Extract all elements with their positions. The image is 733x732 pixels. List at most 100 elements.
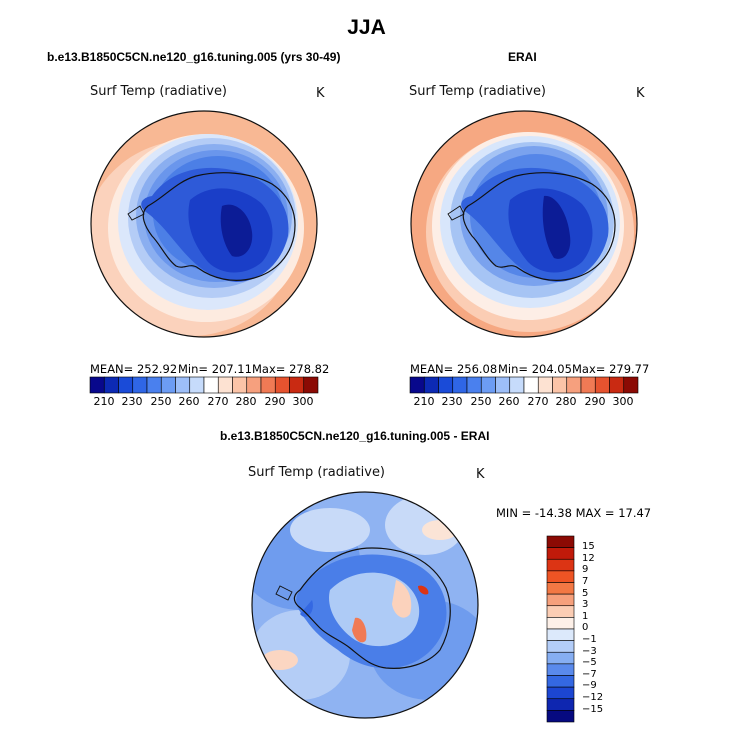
- panel-2-max: Max= 279.77: [572, 362, 650, 376]
- colorbar-swatch: [537, 376, 553, 394]
- diff-colorbar-label: −7: [582, 669, 597, 680]
- colorbar-1-label: 290: [264, 395, 286, 408]
- panel-1-colorbar: [89, 376, 319, 394]
- colorbar-2-label: 280: [555, 395, 577, 408]
- colorbar-swatch: [132, 376, 148, 394]
- colorbar-swatch: [260, 376, 276, 394]
- panel-1-max: Max= 278.82: [252, 362, 330, 376]
- diff-panel-stats: MIN = -14.38 MAX = 17.47: [496, 506, 652, 520]
- colorbar-swatch: [203, 376, 219, 394]
- colorbar-1-label: 280: [235, 395, 257, 408]
- colorbar-swatch: [623, 376, 639, 394]
- colorbar-swatch: [423, 376, 439, 394]
- panel-2-colorbar: [409, 376, 639, 394]
- panel-1-mean: MEAN= 252.92: [90, 362, 178, 376]
- diff-colorbar-label: −3: [582, 646, 597, 657]
- diff-colorbar-label: −1: [582, 634, 597, 645]
- diff-colorbar-label: 1: [582, 611, 589, 622]
- colorbar-swatch: [438, 376, 454, 394]
- diff-colorbar-swatch: [546, 698, 575, 711]
- colorbar-2-label: 260: [498, 395, 520, 408]
- colorbar-swatch: [103, 376, 119, 394]
- panel-2-variable-label: Surf Temp (radiative): [409, 84, 547, 99]
- colorbar-swatch: [552, 376, 568, 394]
- colorbar-swatch: [160, 376, 176, 394]
- colorbar-swatch: [189, 376, 205, 394]
- diff-colorbar-swatch: [546, 651, 575, 665]
- colorbar-swatch: [452, 376, 468, 394]
- diff-colorbar-label: −12: [582, 692, 604, 703]
- colorbar-1-label: 230: [121, 395, 143, 408]
- colorbar-swatch: [232, 376, 248, 394]
- colorbar-1-label: 250: [150, 395, 172, 408]
- colorbar-swatch: [303, 376, 319, 394]
- diff-colorbar-swatch: [546, 686, 575, 700]
- colorbar-swatch: [89, 376, 105, 394]
- diff-colorbar-swatch: [546, 675, 575, 688]
- diff-colorbar-labels: 15 12 9 7 5 3 1 0 −1 −3 −5 −7 −9 −12 −15: [582, 536, 622, 722]
- panel-2-colorbar-swatches: [409, 376, 639, 394]
- colorbar-swatch: [289, 376, 305, 394]
- diff-colorbar-swatch: [546, 605, 575, 618]
- colorbar-2-label: 270: [527, 395, 549, 408]
- diff-colorbar-label: 15: [582, 541, 595, 552]
- panel-2-title: ERAI: [508, 50, 537, 64]
- diff-panel-title: b.e13.B1850C5CN.ne120_g16.tuning.005 - E…: [220, 429, 490, 443]
- colorbar-swatch: [509, 376, 525, 394]
- figure-title: JJA: [347, 16, 386, 39]
- colorbar-2-label: 300: [612, 395, 634, 408]
- diff-colorbar: [546, 535, 575, 723]
- colorbar-swatch: [580, 376, 596, 394]
- panel-1-variable-label: Surf Temp (radiative): [90, 84, 228, 99]
- colorbar-swatch: [175, 376, 191, 394]
- colorbar-swatch: [566, 376, 582, 394]
- panel-1-colorbar-swatches: [89, 376, 319, 394]
- diff-colorbar-swatch: [546, 617, 575, 630]
- colorbar-2-label: 210: [413, 395, 435, 408]
- panel-1-units-label: K: [316, 86, 325, 101]
- colorbar-swatch: [146, 376, 162, 394]
- diff-colorbar-swatch: [546, 640, 575, 653]
- diff-colorbar-label: −9: [582, 680, 597, 691]
- diff-colorbar-label: 7: [582, 576, 589, 587]
- diff-colorbar-swatches: [546, 535, 575, 723]
- colorbar-2-label: 250: [470, 395, 492, 408]
- diff-colorbar-swatch: [546, 582, 575, 595]
- diff-colorbar-swatch: [546, 558, 575, 572]
- diff-colorbar-swatch: [546, 593, 575, 607]
- panel-2-min: Min= 204.05: [498, 362, 572, 376]
- colorbar-swatch: [480, 376, 496, 394]
- diff-colorbar-label: 5: [582, 588, 589, 599]
- colorbar-swatch: [274, 376, 290, 394]
- panel-1-colorbar-labels: 210 230 250 260 270 280 290 300: [90, 395, 318, 409]
- colorbar-swatch: [409, 376, 425, 394]
- colorbar-1-label: 270: [207, 395, 229, 408]
- diff-colorbar-label: 9: [582, 564, 589, 575]
- diff-colorbar-label: 3: [582, 599, 589, 610]
- colorbar-swatch: [495, 376, 511, 394]
- colorbar-swatch: [523, 376, 539, 394]
- diff-colorbar-label: 12: [582, 553, 595, 564]
- colorbar-1-label: 260: [178, 395, 200, 408]
- diff-colorbar-swatch: [546, 663, 575, 676]
- panel-2-colorbar-labels: 210 230 250 260 270 280 290 300: [410, 395, 638, 409]
- colorbar-1-label: 210: [93, 395, 115, 408]
- colorbar-swatch: [594, 376, 610, 394]
- colorbar-swatch: [246, 376, 262, 394]
- colorbar-swatch: [609, 376, 625, 394]
- panel-1-min: Min= 207.11: [178, 362, 252, 376]
- diff-colorbar-swatch: [546, 570, 575, 583]
- panel-2-units-label: K: [636, 86, 645, 101]
- diff-colorbar-swatch: [546, 628, 575, 641]
- diff-colorbar-swatch: [546, 535, 575, 548]
- diff-colorbar-label: −15: [582, 704, 604, 715]
- diff-panel-variable-label: Surf Temp (radiative): [248, 465, 386, 480]
- diff-colorbar-label: −5: [582, 657, 597, 668]
- colorbar-swatch: [118, 376, 134, 394]
- panel-2-mean: MEAN= 256.08: [410, 362, 498, 376]
- diff-colorbar-swatch: [546, 710, 575, 723]
- colorbar-2-label: 290: [584, 395, 606, 408]
- colorbar-1-label: 300: [292, 395, 314, 408]
- colorbar-swatch: [217, 376, 233, 394]
